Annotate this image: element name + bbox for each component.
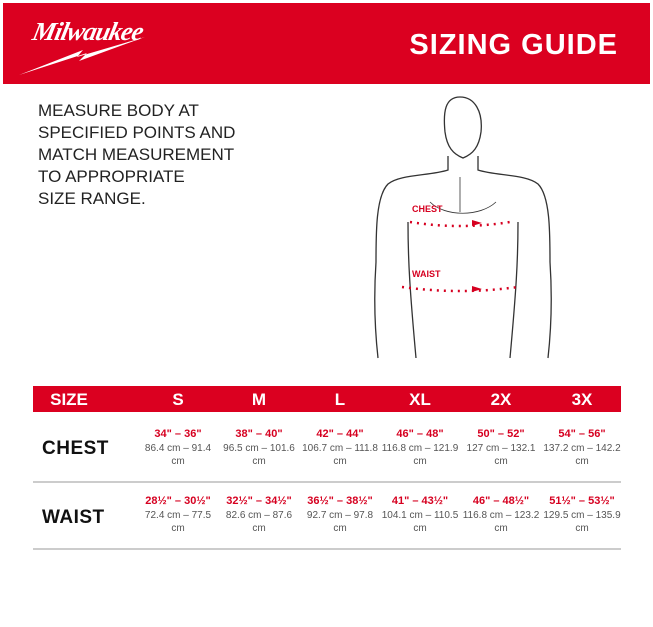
body-diagram: CHEST WAIST (374, 96, 552, 359)
table-row-chest: CHEST 34" – 36" 86.4 cm – 91.4 cm 38" – 4… (33, 412, 621, 483)
col-size: SIZE (50, 390, 88, 409)
size-cell: 54" – 56" 137.2 cm – 142.2 cm (543, 428, 621, 467)
col-l: L (334, 390, 346, 409)
size-cell: 46" – 48" 116.8 cm – 121.9 cm (381, 428, 459, 467)
header-banner: Milwaukee SIZING GUIDE (3, 3, 650, 84)
row-label: CHEST (42, 438, 109, 459)
waist-measure-line (401, 285, 519, 293)
col-xl: XL (409, 390, 431, 409)
chest-measure-line (409, 220, 511, 228)
size-cell: 42" – 44" 106.7 cm – 111.8 cm (302, 428, 378, 467)
col-m: M (251, 390, 267, 409)
col-3x: 3X (571, 390, 593, 409)
chest-label: CHEST (412, 204, 443, 214)
size-cell: 46" – 48½" 116.8 cm – 123.2 cm (462, 495, 540, 534)
size-cell: 32½" – 34½" 82.6 cm – 87.6 cm (225, 495, 293, 534)
size-cell: 38" – 40" 96.5 cm – 101.6 cm (223, 428, 295, 467)
milwaukee-logo: Milwaukee (17, 17, 146, 77)
col-2x: 2X (490, 390, 512, 409)
lightning-bolt-icon (19, 37, 145, 75)
size-cell: 36½" – 38½" 92.7 cm – 97.8 cm (306, 495, 374, 534)
page-title: SIZING GUIDE (409, 29, 618, 61)
col-s: S (172, 390, 184, 409)
size-cell: 41" – 43½" 104.1 cm – 110.5 cm (381, 495, 459, 534)
table-row-waist: WAIST 28½" – 30½" 72.4 cm – 77.5 cm 32½" … (33, 483, 621, 550)
waist-label: WAIST (412, 269, 441, 279)
instructions: MEASURE BODY AT SPECIFIED POINTS AND MAT… (38, 101, 236, 208)
size-cell: 51½" – 53½" 129.5 cm – 135.9 cm (543, 495, 621, 534)
table-header: SIZE S M L XL 2X 3X (33, 386, 621, 412)
row-label: WAIST (42, 507, 105, 528)
size-cell: 28½" – 30½" 72.4 cm – 77.5 cm (144, 495, 212, 534)
size-cell: 34" – 36" 86.4 cm – 91.4 cm (144, 428, 212, 467)
size-cell: 50" – 52" 127 cm – 132.1 cm (466, 428, 536, 467)
